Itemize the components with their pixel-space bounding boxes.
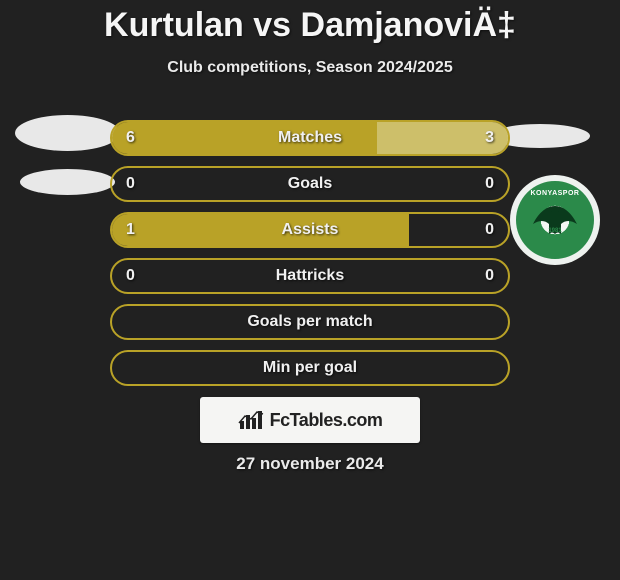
stat-label: Min per goal (263, 359, 357, 377)
page-title: Kurtulan vs DamjanoviÄ‡ (0, 0, 620, 45)
stat-value-right: 0 (485, 175, 494, 193)
brand-box: FcTables.com (200, 397, 420, 443)
stat-row: Min per goal (110, 350, 510, 386)
date-text: 27 november 2024 (0, 454, 620, 474)
eagle-icon (525, 198, 585, 242)
stats-rows: 6 3 Matches 0 0 Goals 1 0 Assists 0 0 Hattricks Goal… (110, 120, 510, 396)
brand-chart-icon (238, 409, 264, 431)
badge-year: 1981 (548, 228, 561, 234)
stat-value-right: 3 (485, 129, 494, 147)
stat-value-right: 0 (485, 267, 494, 285)
brand-text: FcTables.com (270, 410, 383, 431)
stat-row: 0 0 Hattricks (110, 258, 510, 294)
stat-row: 0 0 Goals (110, 166, 510, 202)
stat-row: Goals per match (110, 304, 510, 340)
stat-row: 6 3 Matches (110, 120, 510, 156)
stat-value-left: 6 (126, 129, 135, 147)
stat-value-left: 0 (126, 175, 135, 193)
badge-team-name: KONYASPOR (531, 190, 580, 197)
stat-label: Goals (288, 175, 332, 193)
stat-bar-left (112, 214, 409, 246)
badge-shape (15, 115, 120, 151)
stat-label: Hattricks (276, 267, 344, 285)
stat-row: 1 0 Assists (110, 212, 510, 248)
badge-shape (20, 169, 115, 195)
badge-inner: KONYASPOR 1981 (516, 181, 594, 259)
stat-value-left: 0 (126, 267, 135, 285)
stat-label: Assists (282, 221, 339, 239)
team-right-badge: KONYASPOR 1981 (510, 175, 600, 265)
stat-value-right: 0 (485, 221, 494, 239)
stat-label: Goals per match (247, 313, 372, 331)
page-subtitle: Club competitions, Season 2024/2025 (0, 59, 620, 77)
stat-value-left: 1 (126, 221, 135, 239)
stat-label: Matches (278, 129, 342, 147)
